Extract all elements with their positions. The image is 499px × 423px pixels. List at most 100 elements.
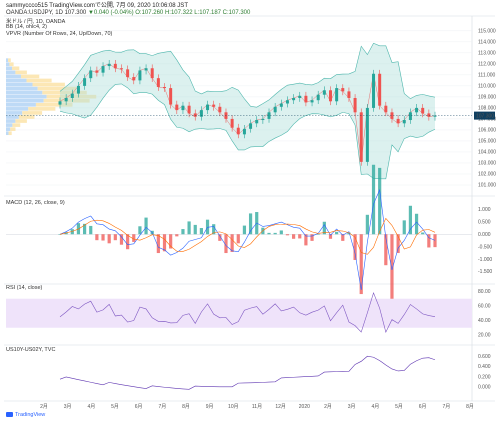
vpvr-up-bar (6, 115, 19, 119)
spread-tick-label: 0.000 (478, 385, 491, 391)
price-tick-label: 107.000 (478, 117, 496, 123)
vpvr-up-bar (6, 90, 43, 95)
rsi-line (59, 292, 436, 333)
vpvr-up-bar (6, 94, 47, 99)
ohlc-text: O:107.260 H:107.322 L:107.187 C:107.300 (135, 10, 251, 16)
macd-histogram-bar (353, 234, 357, 260)
candle-body (298, 95, 302, 98)
candle-body (64, 97, 68, 102)
macd-histogram-bar (230, 234, 234, 253)
macd-histogram-bar (285, 234, 290, 236)
macd-histogram-bar (414, 213, 419, 235)
macd-histogram-bar (187, 221, 191, 235)
vpvr-down-bar (20, 74, 40, 79)
price-tick-label: 104.000 (478, 150, 496, 156)
tradingview-logo[interactable]: TradingView (6, 412, 45, 418)
bollinger-band-fill (60, 43, 435, 179)
vpvr-up-bar (6, 58, 9, 63)
macd-histogram-bar (322, 221, 326, 235)
candle-body (415, 107, 419, 113)
x-tick-label: 9月 (206, 404, 214, 410)
vpvr-up-bar (6, 111, 23, 115)
x-tick-label: 5月 (395, 404, 403, 410)
macd-label: MACD (12, 26, close, 9) (6, 200, 65, 206)
x-tick-label: 11月 (252, 404, 262, 410)
last-price-badge (474, 111, 495, 120)
macd-histogram-bar (242, 225, 247, 235)
macd-tick-label: 0.500 (478, 220, 491, 226)
macd-histogram-bar (199, 228, 203, 235)
candle-body (206, 104, 210, 111)
candle-body (175, 104, 179, 111)
candle-body (89, 70, 93, 79)
macd-histogram-bar (365, 214, 369, 235)
vpvr-up-bar (6, 102, 36, 107)
vpvr-up-bar (6, 98, 44, 103)
macd-histogram-bar (316, 234, 320, 235)
candle-body (76, 85, 80, 94)
macd-histogram-bar (433, 234, 437, 248)
macd-histogram-bar (408, 205, 413, 235)
candle-body (132, 77, 136, 81)
x-tick-label: 2020 (299, 404, 310, 410)
candle-body (163, 86, 167, 89)
macd-histogram-bar (310, 234, 314, 241)
vpvr-down-bar (26, 78, 52, 83)
candle-body (101, 66, 105, 73)
macd-histogram-bar (119, 234, 124, 245)
candle-body (304, 95, 308, 103)
candle-body (273, 106, 277, 113)
candle-body (267, 112, 271, 119)
candle-body (255, 120, 259, 124)
vpvr-up-bar (6, 107, 29, 111)
spread-tick-label: 0.400 (478, 364, 491, 370)
price-tick-label: 115.000 (478, 29, 496, 35)
macd-histogram-bar (113, 234, 117, 241)
macd-tick-label: 0.000 (478, 232, 491, 238)
price-tick-label: 109.000 (478, 95, 496, 101)
macd-histogram-bar (292, 234, 296, 239)
candle-body (249, 123, 253, 129)
candle-body (156, 78, 160, 87)
tradingview-icon (6, 412, 13, 418)
vpvr-up-bar (6, 86, 38, 91)
price-tick-label: 114.000 (478, 40, 496, 46)
macd-histogram-bar (107, 234, 111, 244)
macd-histogram-bar (212, 224, 216, 235)
brand-name: TradingView (15, 412, 46, 418)
vpvr-up-bar (6, 66, 12, 71)
vpvr-up-bar (6, 131, 9, 136)
vpvr-down-bar (10, 127, 16, 131)
candle-body (279, 103, 283, 107)
macd-histogram-bar (248, 213, 253, 235)
rsi-label: RSI (14, close) (6, 285, 43, 291)
candle-body (316, 94, 320, 101)
spread-tick-label: 0.200 (478, 374, 491, 380)
x-tick-label: 10月 (228, 404, 239, 410)
candle-body (384, 105, 388, 113)
rsi-tick-label: 20.00 (478, 333, 491, 339)
vpvr-down-bar (28, 107, 56, 111)
macd-histogram-bar (273, 232, 277, 235)
macd-tick-label: -0.500 (478, 244, 492, 250)
price-tick-label: 111.000 (478, 73, 496, 79)
vpvr-down-bar (15, 119, 27, 123)
candle-body (408, 112, 412, 121)
candle-body (421, 107, 425, 114)
macd-histogram-bar (421, 232, 425, 235)
vpvr-up-bar (6, 119, 16, 123)
x-tick-label: 3月 (348, 404, 356, 410)
candle-body (181, 105, 185, 111)
rsi-tick-label: 60.00 (478, 304, 491, 310)
candle-body (353, 97, 357, 113)
macd-histogram-bar (138, 226, 142, 235)
macd-histogram-bar (82, 223, 87, 235)
candle-body (347, 91, 351, 98)
macd-histogram-bar (279, 230, 283, 235)
macd-histogram-bar (298, 234, 302, 239)
candle-body (119, 68, 123, 70)
macd-histogram-bar (95, 234, 99, 241)
vpvr-up-bar (6, 78, 27, 83)
candle-body (378, 73, 382, 106)
